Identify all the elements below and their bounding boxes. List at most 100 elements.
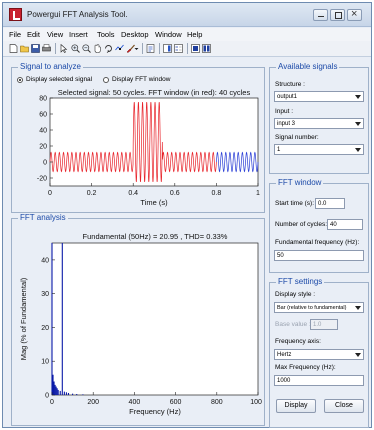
signal-x-tick-label: 0.8: [212, 190, 222, 197]
signal-x-tick-label: 0.2: [87, 190, 97, 197]
rotate-icon[interactable]: [104, 44, 113, 53]
signal-number-select[interactable]: 1: [274, 144, 364, 155]
signal-x-tick-label: 0: [48, 190, 52, 197]
menu-file[interactable]: File: [9, 30, 22, 39]
fft-y-tick-label: 30: [41, 291, 49, 298]
title-bar: Powergui FFT Analysis Tool.: [3, 3, 371, 27]
pan-icon[interactable]: [93, 44, 102, 53]
maximize-button[interactable]: [330, 9, 345, 21]
display-style-value: Bar (relative to fundamental): [277, 305, 347, 311]
fft-analysis-panel: FFT analysis Fundamental (50Hz) = 20.95 …: [11, 213, 265, 426]
toolbar-separator: [142, 43, 143, 54]
save-icon[interactable]: [31, 44, 40, 53]
max-frequency-field[interactable]: 1000: [274, 375, 364, 386]
display-selected-signal-label: Display selected signal: [26, 76, 93, 83]
display-style-label: Display style :: [275, 291, 316, 298]
print-icon[interactable]: [42, 44, 51, 53]
menu-help[interactable]: Help: [187, 30, 203, 39]
input-value: input 3: [277, 121, 296, 127]
fund-freq-field[interactable]: 50: [274, 250, 364, 261]
menu-tools[interactable]: Tools: [97, 30, 115, 39]
data-cursor-icon[interactable]: [115, 44, 124, 53]
signal-y-tick-label: 0: [43, 160, 47, 167]
base-value-label: Base value :: [275, 321, 311, 328]
minimize-button[interactable]: [313, 9, 328, 21]
input-label: Input :: [275, 108, 294, 115]
chevron-down-icon: [355, 148, 361, 152]
toolbar: [3, 41, 371, 57]
signal-y-tick-label: 40: [39, 128, 47, 135]
fft-chart-title: Fundamental (50Hz) = 20.95 , THD= 0.33%: [83, 232, 228, 241]
menu-bar: File Edit View Insert Tools Desktop Wind…: [3, 28, 371, 41]
fft-x-tick-label: 400: [129, 399, 141, 406]
fft-x-tick-label: 0: [50, 399, 54, 406]
chevron-down-icon: [355, 306, 361, 310]
link-plot-icon[interactable]: [146, 44, 155, 53]
fft-y-tick-label: 0: [45, 393, 49, 400]
display-button[interactable]: Display: [276, 399, 316, 413]
close-window-button[interactable]: [347, 8, 362, 21]
menu-edit[interactable]: Edit: [27, 30, 40, 39]
start-time-label: Start time (s):: [275, 200, 315, 207]
input-select[interactable]: input 3: [274, 118, 364, 129]
start-time-field[interactable]: 0.0: [315, 198, 345, 209]
structure-label: Structure :: [275, 81, 305, 88]
fft-x-axis-label: Frequency (Hz): [129, 407, 181, 416]
toolbar-separator: [55, 43, 56, 54]
signal-y-tick-label: 80: [39, 96, 47, 103]
cycles-field[interactable]: 40: [327, 219, 363, 230]
chevron-down-icon: [355, 353, 361, 357]
fft-y-axis-label: Mag (% of Fundamental): [19, 277, 28, 360]
frequency-axis-select[interactable]: Hertz: [274, 349, 364, 360]
signal-y-tick-label: 20: [39, 144, 47, 151]
menu-insert[interactable]: Insert: [69, 30, 88, 39]
new-file-icon[interactable]: [9, 44, 18, 53]
fft-x-tick-label: 200: [87, 399, 99, 406]
menu-window[interactable]: Window: [155, 30, 182, 39]
chevron-down-icon: [355, 95, 361, 99]
cycles-label: Number of cycles:: [275, 221, 328, 228]
colorbar-icon[interactable]: [163, 44, 172, 53]
structure-select[interactable]: output1: [274, 91, 364, 102]
zoom-out-icon[interactable]: [82, 44, 91, 53]
signal-x-tick-label: 0.4: [128, 190, 138, 197]
signal-y-tick-label: 60: [39, 112, 47, 119]
hide-plot-tools-icon[interactable]: [191, 44, 200, 53]
signal-x-axis-label: Time (s): [140, 198, 168, 207]
signal-time-chart: Selected signal: 50 cycles. FFT window (…: [37, 88, 260, 207]
frequency-axis-label: Frequency axis:: [275, 338, 321, 345]
menu-desktop[interactable]: Desktop: [121, 30, 149, 39]
base-value-field[interactable]: 1.0: [310, 319, 338, 330]
fund-freq-label: Fundamental frequency (Hz):: [275, 239, 360, 246]
fft-panel-title: FFT analysis: [18, 213, 68, 222]
legend-icon[interactable]: [174, 44, 183, 53]
display-fft-window-radio[interactable]: [103, 77, 109, 83]
show-plot-tools-icon[interactable]: [202, 44, 211, 53]
zoom-in-icon[interactable]: [71, 44, 80, 53]
brush-icon[interactable]: [126, 44, 135, 53]
brush-dropdown-icon[interactable]: [134, 44, 139, 53]
structure-value: output1: [277, 94, 298, 100]
toolbar-separator: [187, 43, 188, 54]
menu-view[interactable]: View: [47, 30, 64, 39]
display-style-select[interactable]: Bar (relative to fundamental): [274, 302, 364, 313]
fft-x-tick-label: 1000: [250, 399, 262, 406]
fft-window-panel: FFT window Start time (s): 0.0 Number of…: [269, 178, 369, 273]
pointer-icon[interactable]: [59, 44, 68, 53]
signal-to-analyze-panel: Signal to analyze Display selected signa…: [11, 62, 265, 213]
available-signals-title: Available signals: [276, 62, 340, 71]
close-button[interactable]: Close: [324, 399, 364, 413]
signal-series-line-0: [49, 101, 217, 183]
fft-y-tick-label: 10: [41, 359, 49, 366]
frequency-axis-value: Hertz: [277, 352, 292, 358]
fft-settings-panel: FFT settings Display style : Bar (relati…: [269, 277, 369, 428]
fft-plot-area: [51, 242, 259, 396]
signal-number-label: Signal number:: [275, 134, 319, 141]
signal-y-tick-label: -20: [37, 176, 47, 183]
open-folder-icon[interactable]: [20, 44, 29, 53]
signal-x-tick-label: 1: [256, 190, 260, 197]
toolbar-separator: [159, 43, 160, 54]
signal-panel-title: Signal to analyze: [18, 62, 83, 71]
display-selected-signal-radio[interactable]: [17, 77, 23, 83]
